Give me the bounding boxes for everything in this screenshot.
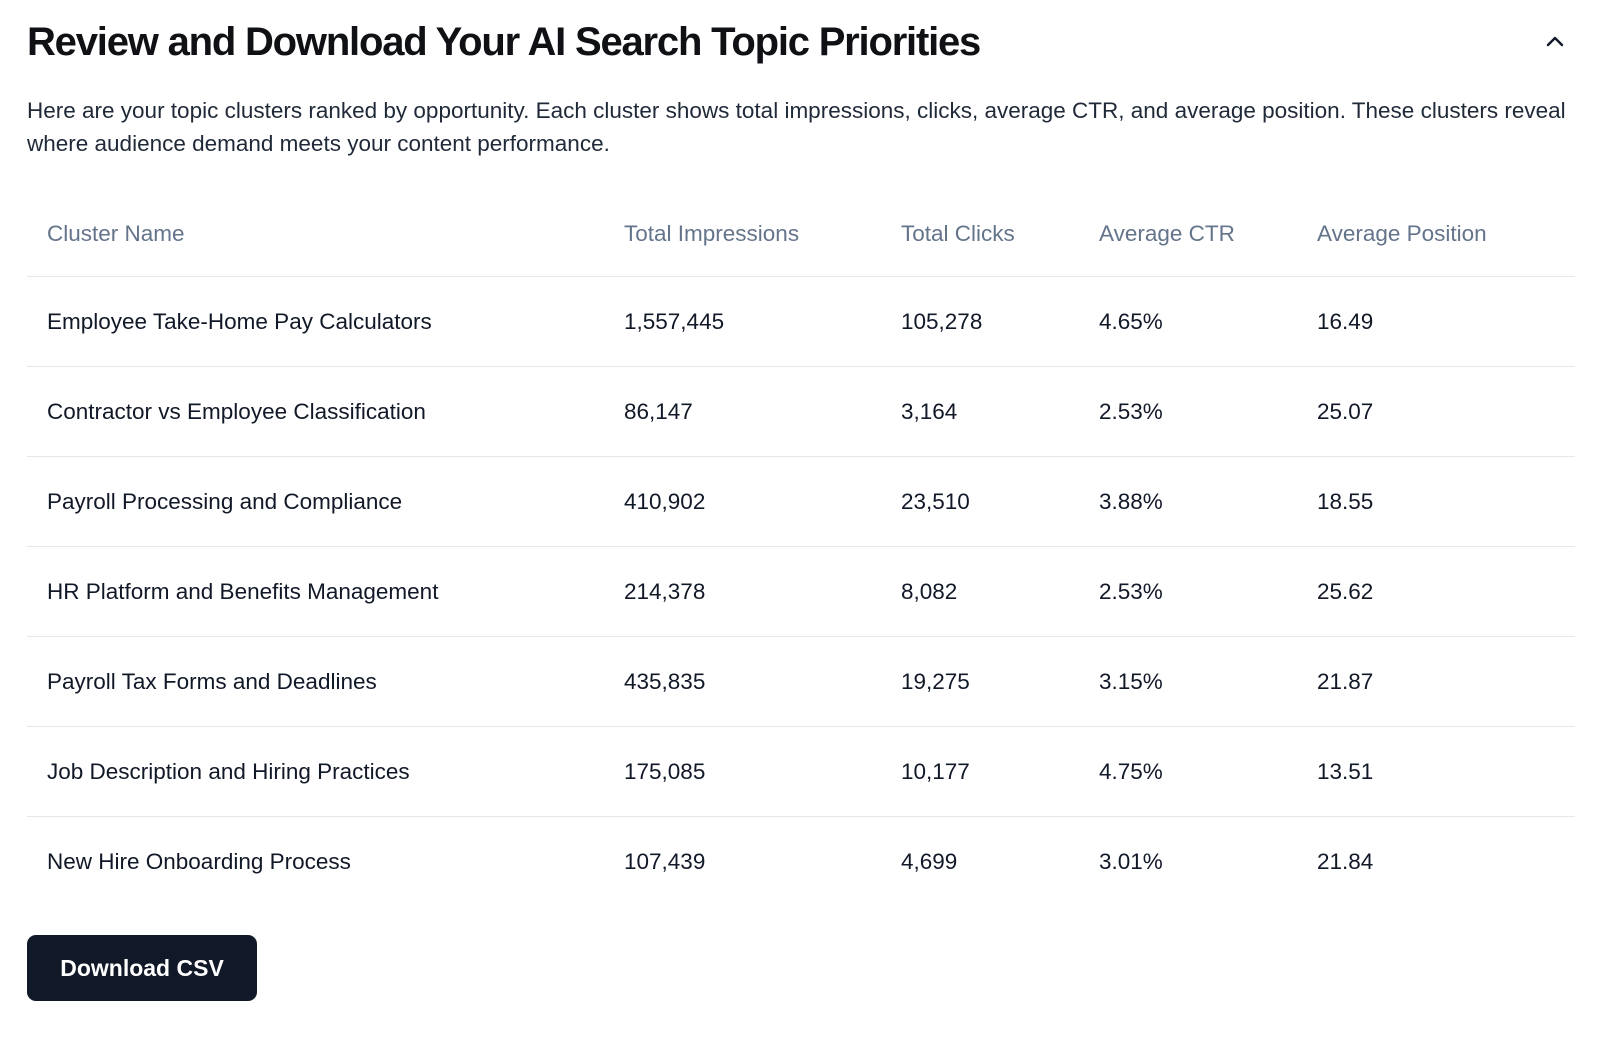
clusters-table: Cluster Name Total Impressions Total Cli… (27, 192, 1575, 906)
cell-cluster-name: Payroll Tax Forms and Deadlines (27, 636, 604, 727)
cell-average-ctr: 2.53% (1079, 546, 1297, 637)
table-row: Job Description and Hiring Practices 175… (27, 726, 1575, 817)
section-header: Review and Download Your AI Search Topic… (27, 14, 1575, 70)
table-row: New Hire Onboarding Process 107,439 4,69… (27, 817, 1575, 907)
section-title: Review and Download Your AI Search Topic… (27, 20, 981, 64)
cell-average-position: 16.49 (1297, 276, 1575, 367)
table-row: HR Platform and Benefits Management 214,… (27, 546, 1575, 637)
table-row: Payroll Tax Forms and Deadlines 435,835 … (27, 636, 1575, 727)
table-header-row: Cluster Name Total Impressions Total Cli… (27, 192, 1575, 277)
cell-average-ctr: 2.53% (1079, 366, 1297, 457)
section-description: Here are your topic clusters ranked by o… (27, 98, 1566, 156)
cell-average-position: 25.62 (1297, 546, 1575, 637)
column-header-average-position: Average Position (1297, 192, 1575, 277)
table-row: Employee Take-Home Pay Calculators 1,557… (27, 276, 1575, 367)
cell-total-clicks: 23,510 (881, 456, 1079, 547)
cell-cluster-name: Payroll Processing and Compliance (27, 456, 604, 547)
cell-average-position: 18.55 (1297, 456, 1575, 547)
cell-total-clicks: 8,082 (881, 546, 1079, 637)
cell-cluster-name: Job Description and Hiring Practices (27, 726, 604, 817)
cell-average-ctr: 4.65% (1079, 276, 1297, 367)
cell-total-clicks: 3,164 (881, 366, 1079, 457)
cell-average-ctr: 3.15% (1079, 636, 1297, 727)
cell-total-impressions: 214,378 (604, 546, 881, 637)
cell-total-impressions: 86,147 (604, 366, 881, 457)
cell-cluster-name: Contractor vs Employee Classification (27, 366, 604, 457)
cell-total-impressions: 175,085 (604, 726, 881, 817)
cell-average-ctr: 4.75% (1079, 726, 1297, 817)
cell-average-position: 21.84 (1317, 848, 1374, 874)
cell-total-impressions: 410,902 (604, 456, 881, 547)
cell-average-ctr: 3.88% (1079, 456, 1297, 547)
cell-cluster-name: HR Platform and Benefits Management (27, 546, 604, 637)
column-header-total-impressions: Total Impressions (604, 192, 881, 277)
chevron-up-icon (1546, 36, 1564, 47)
cell-total-clicks: 19,275 (881, 636, 1079, 727)
cell-total-clicks: 10,177 (881, 726, 1079, 817)
table-row: Payroll Processing and Compliance 410,90… (27, 456, 1575, 547)
cell-average-position: 21.87 (1297, 636, 1575, 727)
column-header-average-ctr: Average CTR (1079, 192, 1297, 277)
table-row: Contractor vs Employee Classification 86… (27, 366, 1575, 457)
cell-total-clicks: 105,278 (881, 276, 1079, 367)
column-header-total-clicks: Total Clicks (881, 192, 1079, 277)
topic-priorities-panel: Review and Download Your AI Search Topic… (27, 0, 1575, 1054)
cell-total-impressions: 435,835 (604, 636, 881, 727)
cell-average-position: 25.07 (1297, 366, 1575, 457)
cell-cluster-name: Employee Take-Home Pay Calculators (27, 276, 604, 367)
cell-total-impressions: 107,439 (624, 848, 706, 874)
collapse-button[interactable] (1535, 22, 1575, 62)
cell-total-clicks: 4,699 (901, 848, 958, 874)
cell-average-position: 13.51 (1297, 726, 1575, 817)
cell-average-ctr: 3.01% (1099, 848, 1163, 874)
column-header-cluster-name: Cluster Name (27, 192, 604, 277)
download-csv-button[interactable]: Download CSV (27, 935, 257, 1001)
cell-cluster-name: New Hire Onboarding Process (47, 848, 351, 874)
cell-total-impressions: 1,557,445 (604, 276, 881, 367)
